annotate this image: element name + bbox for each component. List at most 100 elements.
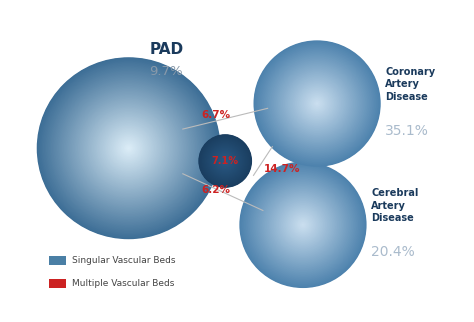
- Ellipse shape: [271, 193, 335, 256]
- Ellipse shape: [96, 116, 162, 181]
- Ellipse shape: [121, 141, 136, 156]
- Ellipse shape: [211, 147, 239, 175]
- Ellipse shape: [75, 95, 182, 202]
- Ellipse shape: [265, 187, 341, 263]
- Ellipse shape: [261, 48, 373, 159]
- Ellipse shape: [44, 64, 213, 232]
- Ellipse shape: [113, 133, 144, 163]
- Ellipse shape: [206, 142, 245, 180]
- Ellipse shape: [210, 145, 241, 177]
- Ellipse shape: [60, 80, 197, 216]
- Ellipse shape: [302, 88, 332, 119]
- Ellipse shape: [43, 63, 214, 233]
- Ellipse shape: [205, 140, 246, 182]
- Ellipse shape: [259, 181, 347, 269]
- Ellipse shape: [285, 71, 349, 136]
- Ellipse shape: [91, 111, 166, 186]
- Ellipse shape: [304, 91, 330, 116]
- Ellipse shape: [127, 147, 130, 150]
- Ellipse shape: [273, 195, 333, 255]
- Ellipse shape: [316, 102, 319, 105]
- Ellipse shape: [104, 124, 153, 173]
- Ellipse shape: [68, 88, 189, 208]
- Ellipse shape: [276, 62, 358, 145]
- Ellipse shape: [46, 66, 212, 231]
- Ellipse shape: [120, 140, 137, 157]
- Ellipse shape: [308, 94, 327, 113]
- Ellipse shape: [267, 189, 338, 260]
- Ellipse shape: [80, 100, 178, 197]
- Ellipse shape: [115, 135, 142, 162]
- Ellipse shape: [53, 73, 205, 223]
- Ellipse shape: [93, 113, 164, 184]
- Ellipse shape: [103, 123, 154, 173]
- Ellipse shape: [255, 42, 380, 166]
- Ellipse shape: [64, 85, 193, 212]
- Ellipse shape: [266, 53, 368, 154]
- Ellipse shape: [205, 141, 246, 181]
- Ellipse shape: [199, 135, 252, 187]
- Ellipse shape: [224, 160, 226, 162]
- Ellipse shape: [111, 131, 146, 166]
- Ellipse shape: [267, 54, 367, 153]
- Ellipse shape: [78, 99, 179, 198]
- Ellipse shape: [275, 198, 330, 252]
- Ellipse shape: [79, 99, 178, 197]
- Ellipse shape: [65, 86, 191, 211]
- Ellipse shape: [59, 80, 198, 217]
- Ellipse shape: [203, 139, 247, 183]
- Ellipse shape: [99, 118, 159, 178]
- Ellipse shape: [286, 72, 348, 135]
- Ellipse shape: [107, 127, 150, 169]
- Ellipse shape: [216, 152, 235, 170]
- Ellipse shape: [119, 138, 138, 158]
- Ellipse shape: [302, 89, 332, 118]
- Ellipse shape: [206, 142, 244, 180]
- Ellipse shape: [204, 140, 246, 182]
- Ellipse shape: [288, 210, 318, 240]
- Ellipse shape: [51, 71, 206, 225]
- Ellipse shape: [311, 98, 323, 109]
- Ellipse shape: [90, 110, 167, 186]
- Ellipse shape: [257, 43, 378, 164]
- Ellipse shape: [207, 143, 244, 179]
- Ellipse shape: [71, 91, 186, 205]
- Ellipse shape: [40, 61, 217, 236]
- FancyBboxPatch shape: [48, 279, 66, 288]
- Text: PAD: PAD: [149, 42, 183, 57]
- Ellipse shape: [310, 97, 324, 110]
- Ellipse shape: [293, 80, 341, 127]
- Ellipse shape: [101, 121, 155, 175]
- Ellipse shape: [247, 170, 358, 280]
- Ellipse shape: [287, 209, 319, 241]
- Ellipse shape: [299, 221, 307, 229]
- Ellipse shape: [69, 90, 188, 207]
- Ellipse shape: [243, 165, 364, 285]
- Ellipse shape: [281, 68, 354, 139]
- Ellipse shape: [300, 222, 306, 228]
- Ellipse shape: [62, 82, 195, 214]
- Text: Cerebral
Artery
Disease: Cerebral Artery Disease: [371, 188, 419, 223]
- Ellipse shape: [278, 65, 356, 142]
- Ellipse shape: [74, 94, 183, 202]
- Ellipse shape: [208, 144, 242, 178]
- Ellipse shape: [128, 147, 130, 149]
- Ellipse shape: [280, 67, 354, 140]
- Ellipse shape: [268, 55, 366, 152]
- Ellipse shape: [57, 77, 201, 219]
- Ellipse shape: [84, 104, 173, 193]
- Ellipse shape: [254, 40, 381, 167]
- Ellipse shape: [49, 69, 208, 227]
- Text: 7.1%: 7.1%: [212, 156, 239, 166]
- Ellipse shape: [109, 129, 147, 167]
- Ellipse shape: [261, 47, 374, 160]
- Ellipse shape: [63, 83, 194, 213]
- Ellipse shape: [56, 77, 201, 220]
- Ellipse shape: [107, 127, 151, 170]
- Ellipse shape: [275, 62, 359, 145]
- Ellipse shape: [291, 77, 344, 130]
- Ellipse shape: [258, 180, 348, 270]
- Ellipse shape: [124, 144, 133, 153]
- Ellipse shape: [292, 78, 343, 129]
- Ellipse shape: [256, 179, 349, 271]
